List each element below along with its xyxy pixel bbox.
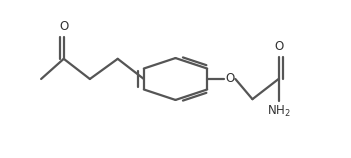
Text: O: O — [225, 73, 234, 85]
Text: O: O — [274, 40, 283, 53]
Text: O: O — [59, 20, 68, 33]
Text: NH$_2$: NH$_2$ — [267, 104, 291, 119]
